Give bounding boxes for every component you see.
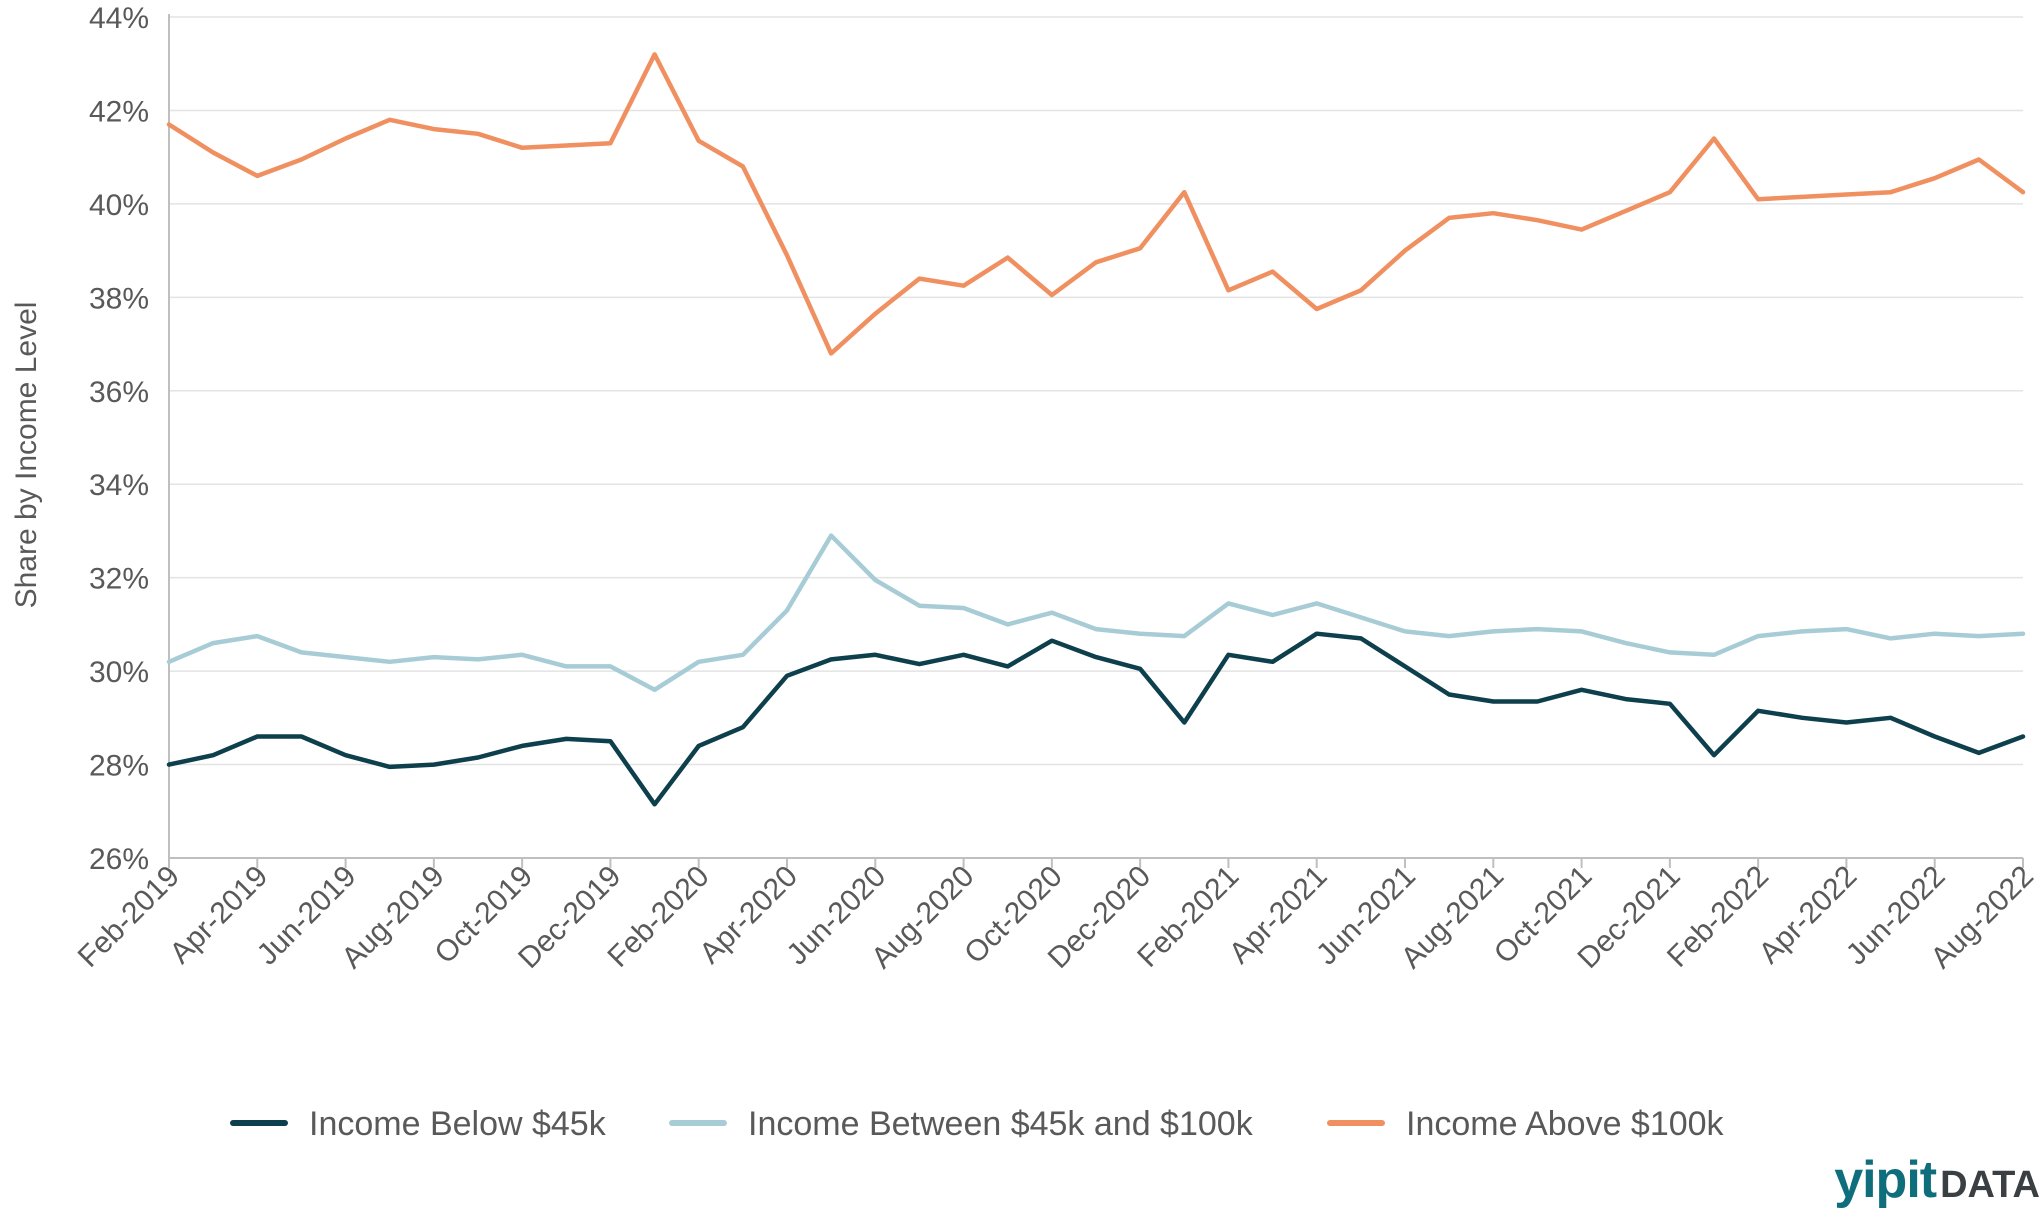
- series-line-3: [166, 52, 2026, 356]
- legend-label: Income Above $100k: [1406, 1105, 1725, 1143]
- series-line-1: [166, 631, 2026, 807]
- y-tick-label: 26%: [89, 843, 149, 876]
- y-tick-label: 34%: [89, 469, 149, 502]
- y-tick-label: 36%: [89, 376, 149, 409]
- yipit-data-logo: yipit DATA: [1834, 1150, 2040, 1220]
- legend: Income Below $45k Income Between $45k and…: [230, 1105, 1725, 1143]
- logo-data-text: DATA: [1940, 1164, 2040, 1206]
- y-tick-label: 42%: [89, 95, 149, 128]
- y-axis-title: Share by Income Level: [10, 302, 43, 609]
- series-line-2: [166, 533, 2026, 693]
- legend-label: Income Between $45k and $100k: [748, 1105, 1254, 1143]
- y-tick-label: 32%: [89, 563, 149, 596]
- y-tick-label: 30%: [89, 656, 149, 689]
- y-tick-label: 28%: [89, 750, 149, 783]
- y-tick-label: 40%: [89, 189, 149, 222]
- y-axis-ticks: 26% 28% 30% 32% 34% 36% 38% 40% 42% 44%: [89, 2, 149, 876]
- x-tick-label: Feb-2019: [72, 860, 186, 974]
- series-lines: [166, 52, 2026, 807]
- gridlines: [169, 16, 2023, 766]
- y-tick-label: 38%: [89, 282, 149, 315]
- x-axis-ticks: Feb-2019Apr-2019Jun-2019Aug-2019Oct-2019…: [72, 858, 2040, 975]
- y-tick-label: 44%: [89, 2, 149, 35]
- legend-label: Income Below $45k: [309, 1105, 607, 1143]
- logo-yipit-text: yipit: [1834, 1151, 1937, 1209]
